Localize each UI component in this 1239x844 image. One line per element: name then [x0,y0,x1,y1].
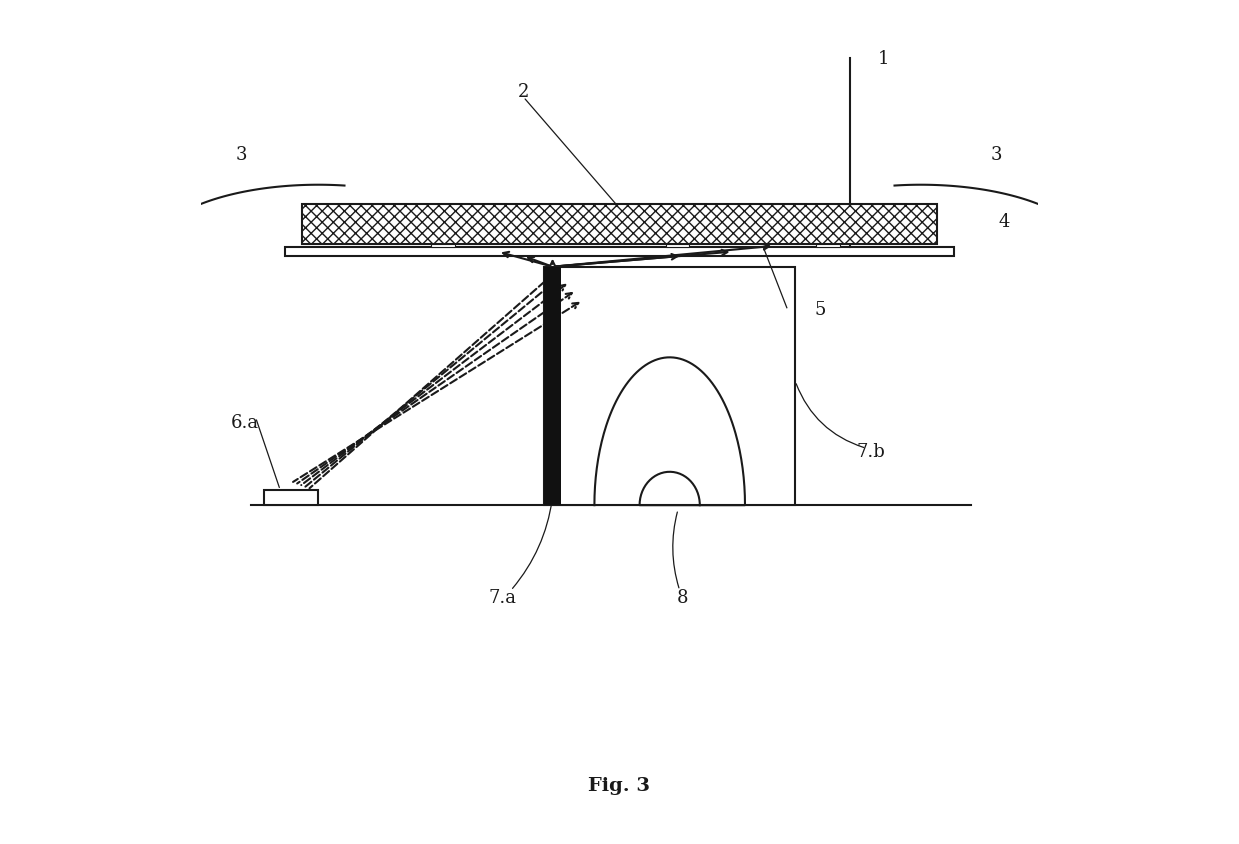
Text: 5: 5 [814,300,826,318]
Text: 2: 2 [518,83,529,101]
Text: 7.a: 7.a [488,588,517,607]
Text: 3: 3 [235,146,247,164]
Bar [285,248,954,257]
Text: 6.a: 6.a [230,413,259,431]
Text: 3: 3 [990,146,1002,164]
Bar [665,245,689,248]
Bar [301,205,938,245]
Text: 1: 1 [877,50,888,68]
Text: 4: 4 [999,213,1010,230]
Bar [431,245,455,248]
Text: 7.b: 7.b [856,442,885,460]
Bar [544,268,795,506]
Bar [264,490,318,506]
Bar [544,268,561,506]
Text: 8: 8 [676,588,688,607]
Text: Fig. 3: Fig. 3 [589,776,650,794]
Bar [817,245,840,248]
